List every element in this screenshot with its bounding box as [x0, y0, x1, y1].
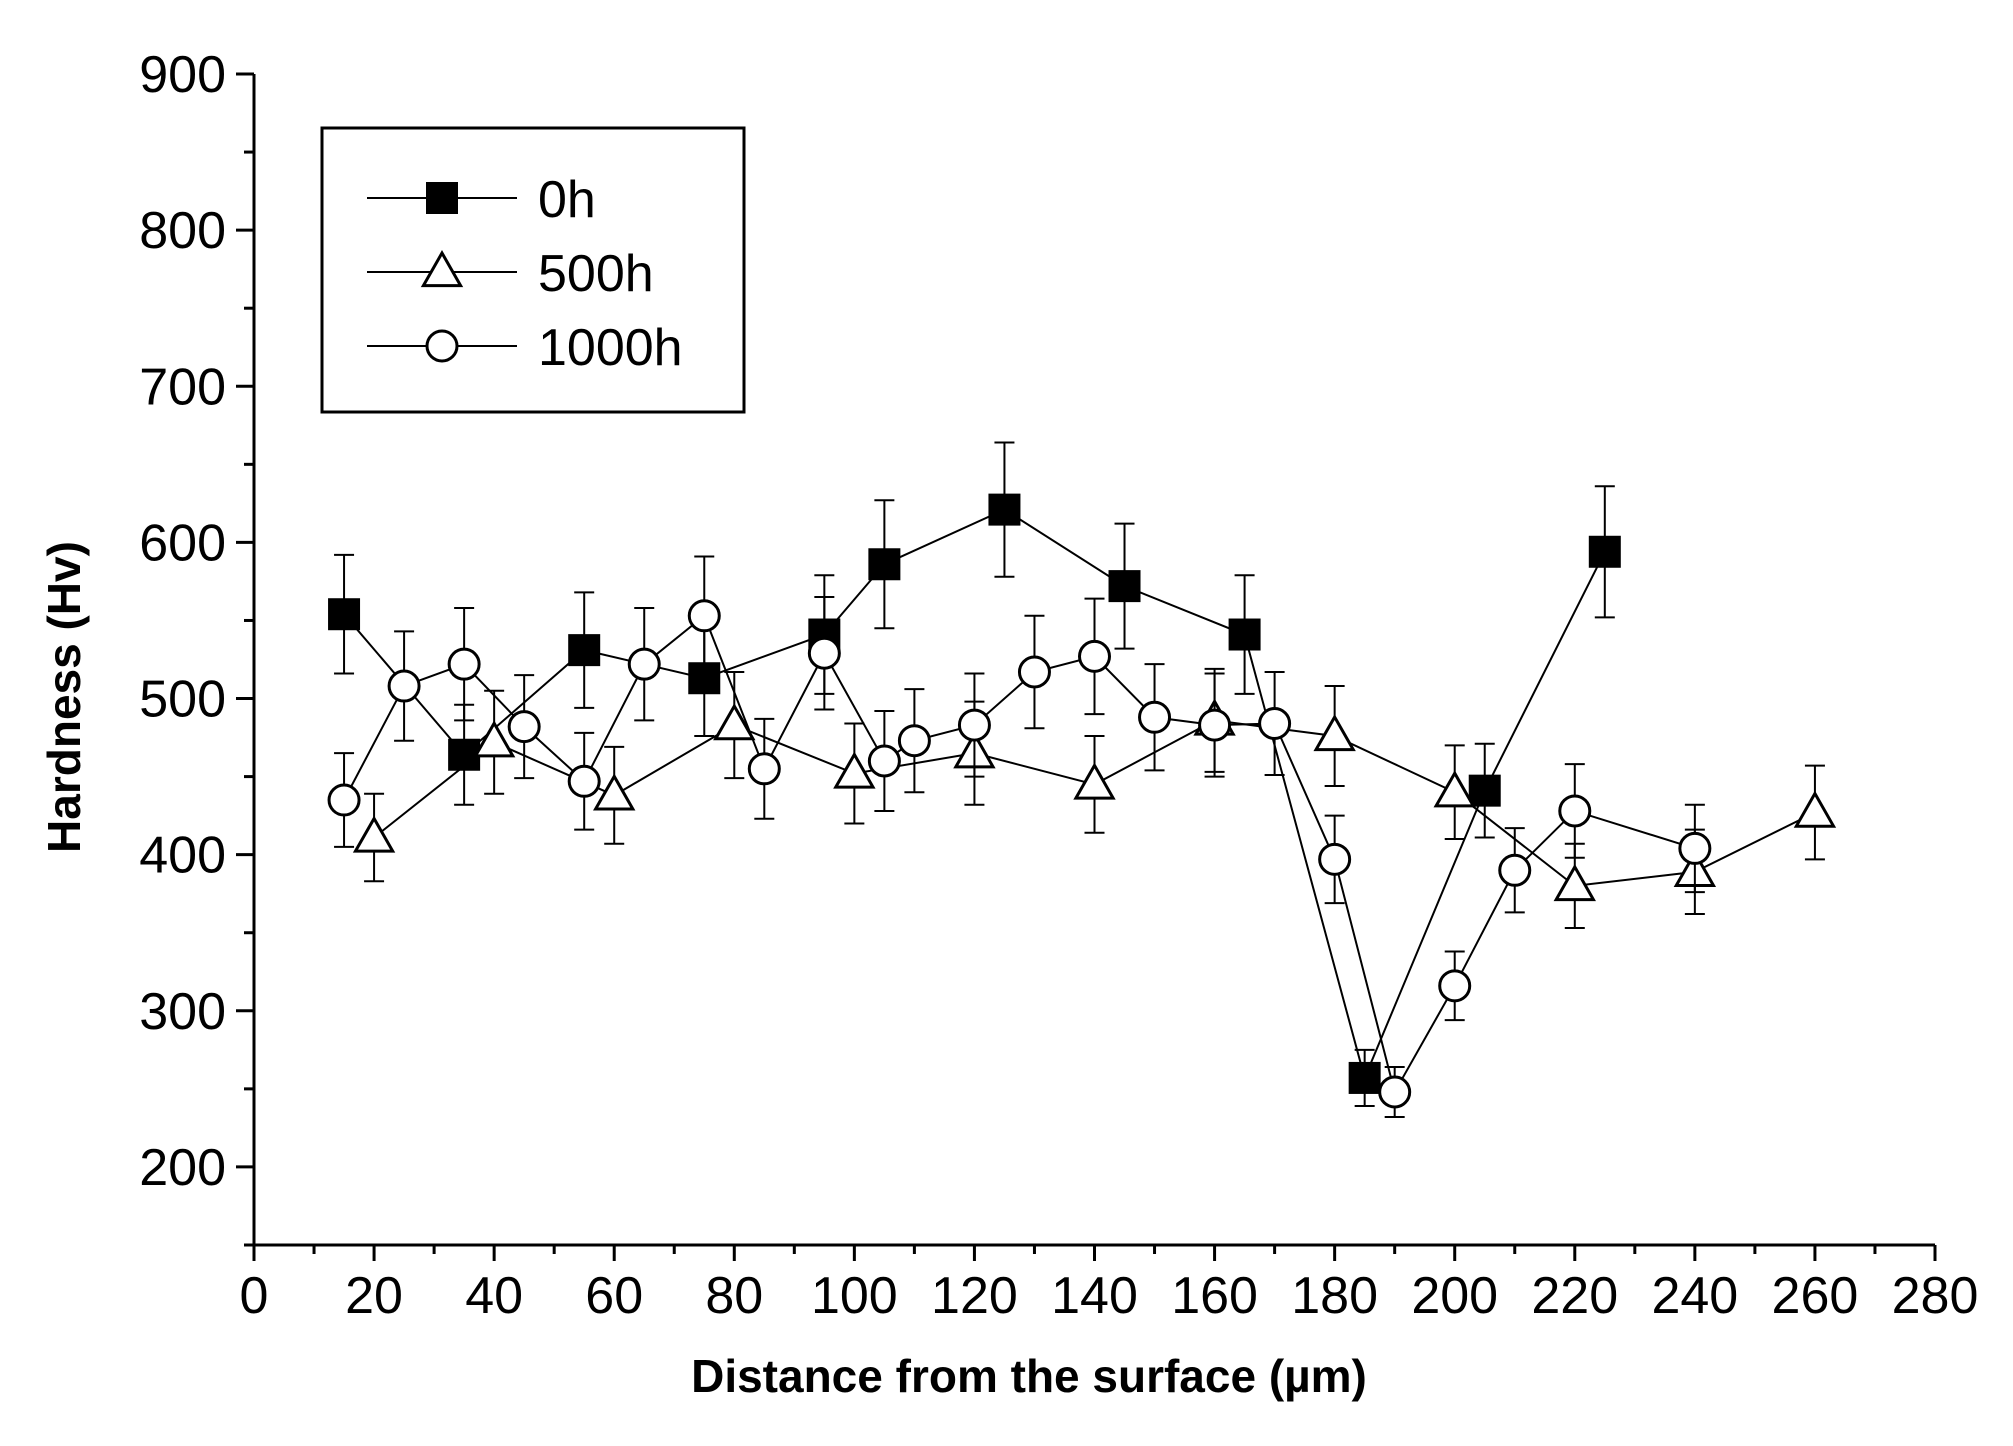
x-tick-label: 120: [931, 1267, 1018, 1325]
data-point: [327, 783, 361, 817]
legend: 0h 500h 1000h: [320, 126, 746, 414]
x-tick-label: 20: [345, 1267, 403, 1325]
data-point: [627, 647, 661, 681]
data-point: [1793, 790, 1837, 828]
data-point: [507, 710, 541, 744]
data-point: [387, 669, 421, 703]
data-point: [1078, 639, 1111, 673]
series-layer: [327, 441, 1837, 1118]
data-point: [687, 599, 721, 633]
data-point: [957, 708, 991, 742]
data-point: [1258, 707, 1292, 741]
x-tick-label: 240: [1651, 1267, 1738, 1325]
data-point: [988, 493, 1021, 526]
data-point: [867, 744, 901, 778]
legend-marker: [420, 249, 464, 288]
y-tick-label: 200: [139, 1139, 226, 1197]
data-point: [472, 720, 516, 758]
data-point: [567, 764, 601, 798]
x-tick-label: 140: [1051, 1267, 1138, 1325]
y-tick-label: 300: [139, 983, 226, 1041]
series-line: [343, 508, 1606, 1082]
data-point: [1588, 535, 1621, 568]
data-point: [1017, 655, 1051, 689]
x-tick-label: 260: [1772, 1267, 1859, 1325]
data-point: [1378, 1075, 1412, 1109]
data-point: [447, 647, 481, 681]
data-point: [747, 752, 781, 786]
series-line: [343, 614, 1696, 1095]
x-tick-label: 180: [1291, 1267, 1378, 1325]
data-point: [1138, 700, 1172, 734]
series-1000h: [327, 555, 1712, 1118]
data-point: [1553, 863, 1596, 902]
data-point: [1318, 842, 1352, 876]
data-point: [1558, 794, 1592, 828]
x-tick-label: 0: [240, 1267, 269, 1325]
y-tick-label: 700: [139, 358, 226, 416]
y-axis-title: Hardness (Hv): [38, 541, 90, 853]
data-point: [1438, 969, 1472, 1003]
x-axis-title: Distance from the surface (µm): [691, 1350, 1367, 1402]
y-tick-label: 800: [139, 202, 226, 260]
data-point: [897, 724, 931, 758]
data-point: [1198, 708, 1232, 742]
x-tick-label: 280: [1892, 1267, 1979, 1325]
data-point: [713, 703, 756, 741]
data-point: [1348, 1061, 1381, 1094]
data-point: [1108, 570, 1141, 603]
x-tick-label: 200: [1411, 1267, 1498, 1325]
legend-label: 500h: [538, 245, 654, 303]
y-tick-label: 400: [139, 827, 226, 885]
legend-box: [320, 126, 746, 414]
data-point: [593, 773, 636, 811]
x-tick-label: 80: [705, 1267, 763, 1325]
data-point: [568, 634, 601, 667]
data-point: [352, 815, 396, 853]
y-tick-label: 600: [139, 514, 226, 572]
y-tick-label: 500: [139, 671, 226, 729]
axes: 0 20 40 60 80 100 120 140 160 180 200 220 240 260 280 2…: [139, 46, 1978, 1325]
x-tick-label: 40: [465, 1267, 523, 1325]
data-point: [833, 751, 876, 789]
x-tick-label: 100: [811, 1267, 898, 1325]
data-point: [1433, 770, 1476, 808]
legend-label: 1000h: [538, 319, 683, 377]
data-point: [1498, 853, 1532, 887]
data-point: [807, 636, 841, 670]
data-point: [1228, 618, 1261, 651]
data-point: [328, 598, 361, 631]
data-point: [868, 548, 901, 581]
data-point: [1468, 774, 1501, 807]
data-point: [1073, 762, 1116, 800]
y-tick-label: 900: [139, 46, 226, 104]
data-point: [1678, 831, 1712, 865]
x-tick-label: 160: [1171, 1267, 1258, 1325]
x-tick-label: 220: [1531, 1267, 1618, 1325]
legend-marker: [426, 182, 458, 214]
data-point: [1313, 713, 1356, 752]
x-tick-label: 60: [585, 1267, 643, 1325]
legend-label: 0h: [538, 171, 596, 229]
series-0h: [328, 441, 1621, 1108]
legend-marker: [425, 329, 459, 363]
